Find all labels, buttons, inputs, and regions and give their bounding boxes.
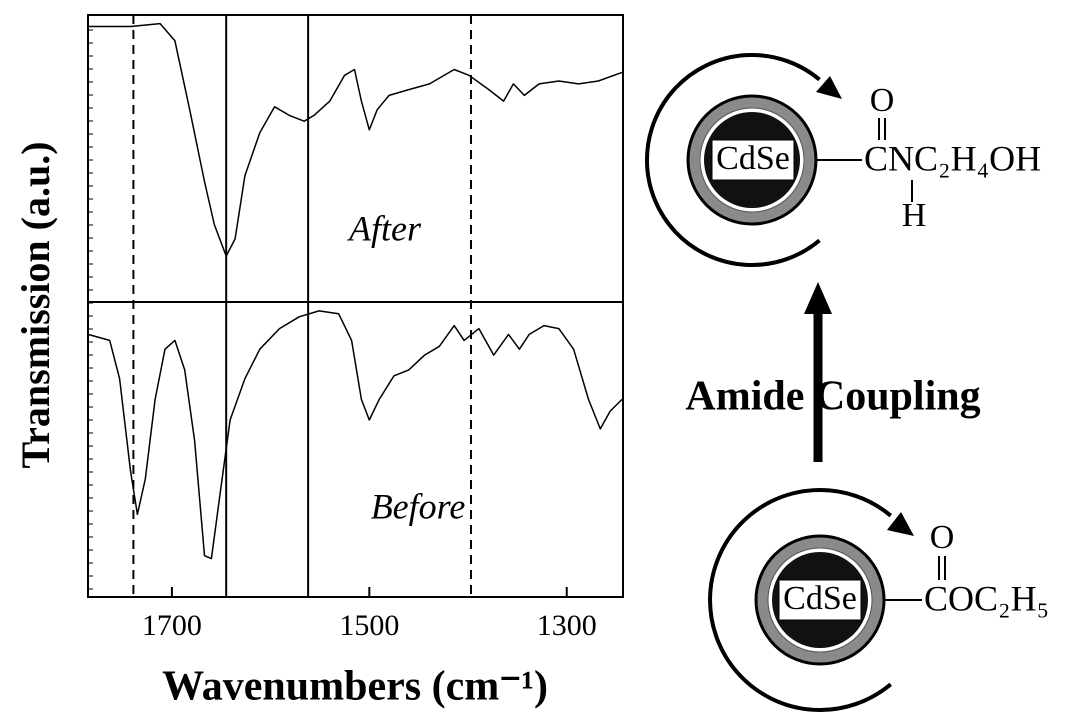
- plot-frame: [87, 14, 624, 598]
- spectrum: [87, 310, 623, 560]
- group: CNC₂H₄OH: [864, 138, 1041, 178]
- group: COC₂H₅: [924, 578, 1049, 618]
- core-label-box: [711, 139, 795, 181]
- x-tick-label: 1300: [537, 609, 597, 642]
- core-label-box: [778, 579, 862, 621]
- rotation-arrow: [708, 488, 892, 712]
- reaction-label: Amide Coupling: [685, 374, 980, 420]
- core-label: CdSe: [716, 140, 790, 177]
- y-minor-ticks: [88, 29, 93, 590]
- y-axis-title: Transmission (a.u.): [13, 141, 58, 468]
- core-label: CdSe: [783, 580, 857, 617]
- arrow-head: [887, 512, 914, 536]
- x-tick-label: 1500: [339, 609, 399, 642]
- oxygen: O: [930, 519, 955, 556]
- reaction-arrow-head: [804, 282, 832, 314]
- label-bg: [366, 486, 470, 534]
- panel-label: Before: [371, 486, 466, 526]
- arrow-head: [816, 76, 842, 99]
- top-particle: CdSe O CNC₂H₄OH H: [644, 53, 1041, 267]
- oxygen: O: [870, 82, 895, 119]
- bottom-particle: CdSe O COC₂H₅: [708, 488, 1049, 712]
- rotation-arrow: [644, 53, 821, 267]
- x-tick-label: 1700: [142, 609, 202, 642]
- hydrogen: H: [902, 197, 927, 234]
- x-axis-title: Wavenumbers (cm⁻¹): [162, 664, 548, 710]
- panel-label: After: [347, 208, 422, 248]
- spectrum: [88, 22, 623, 257]
